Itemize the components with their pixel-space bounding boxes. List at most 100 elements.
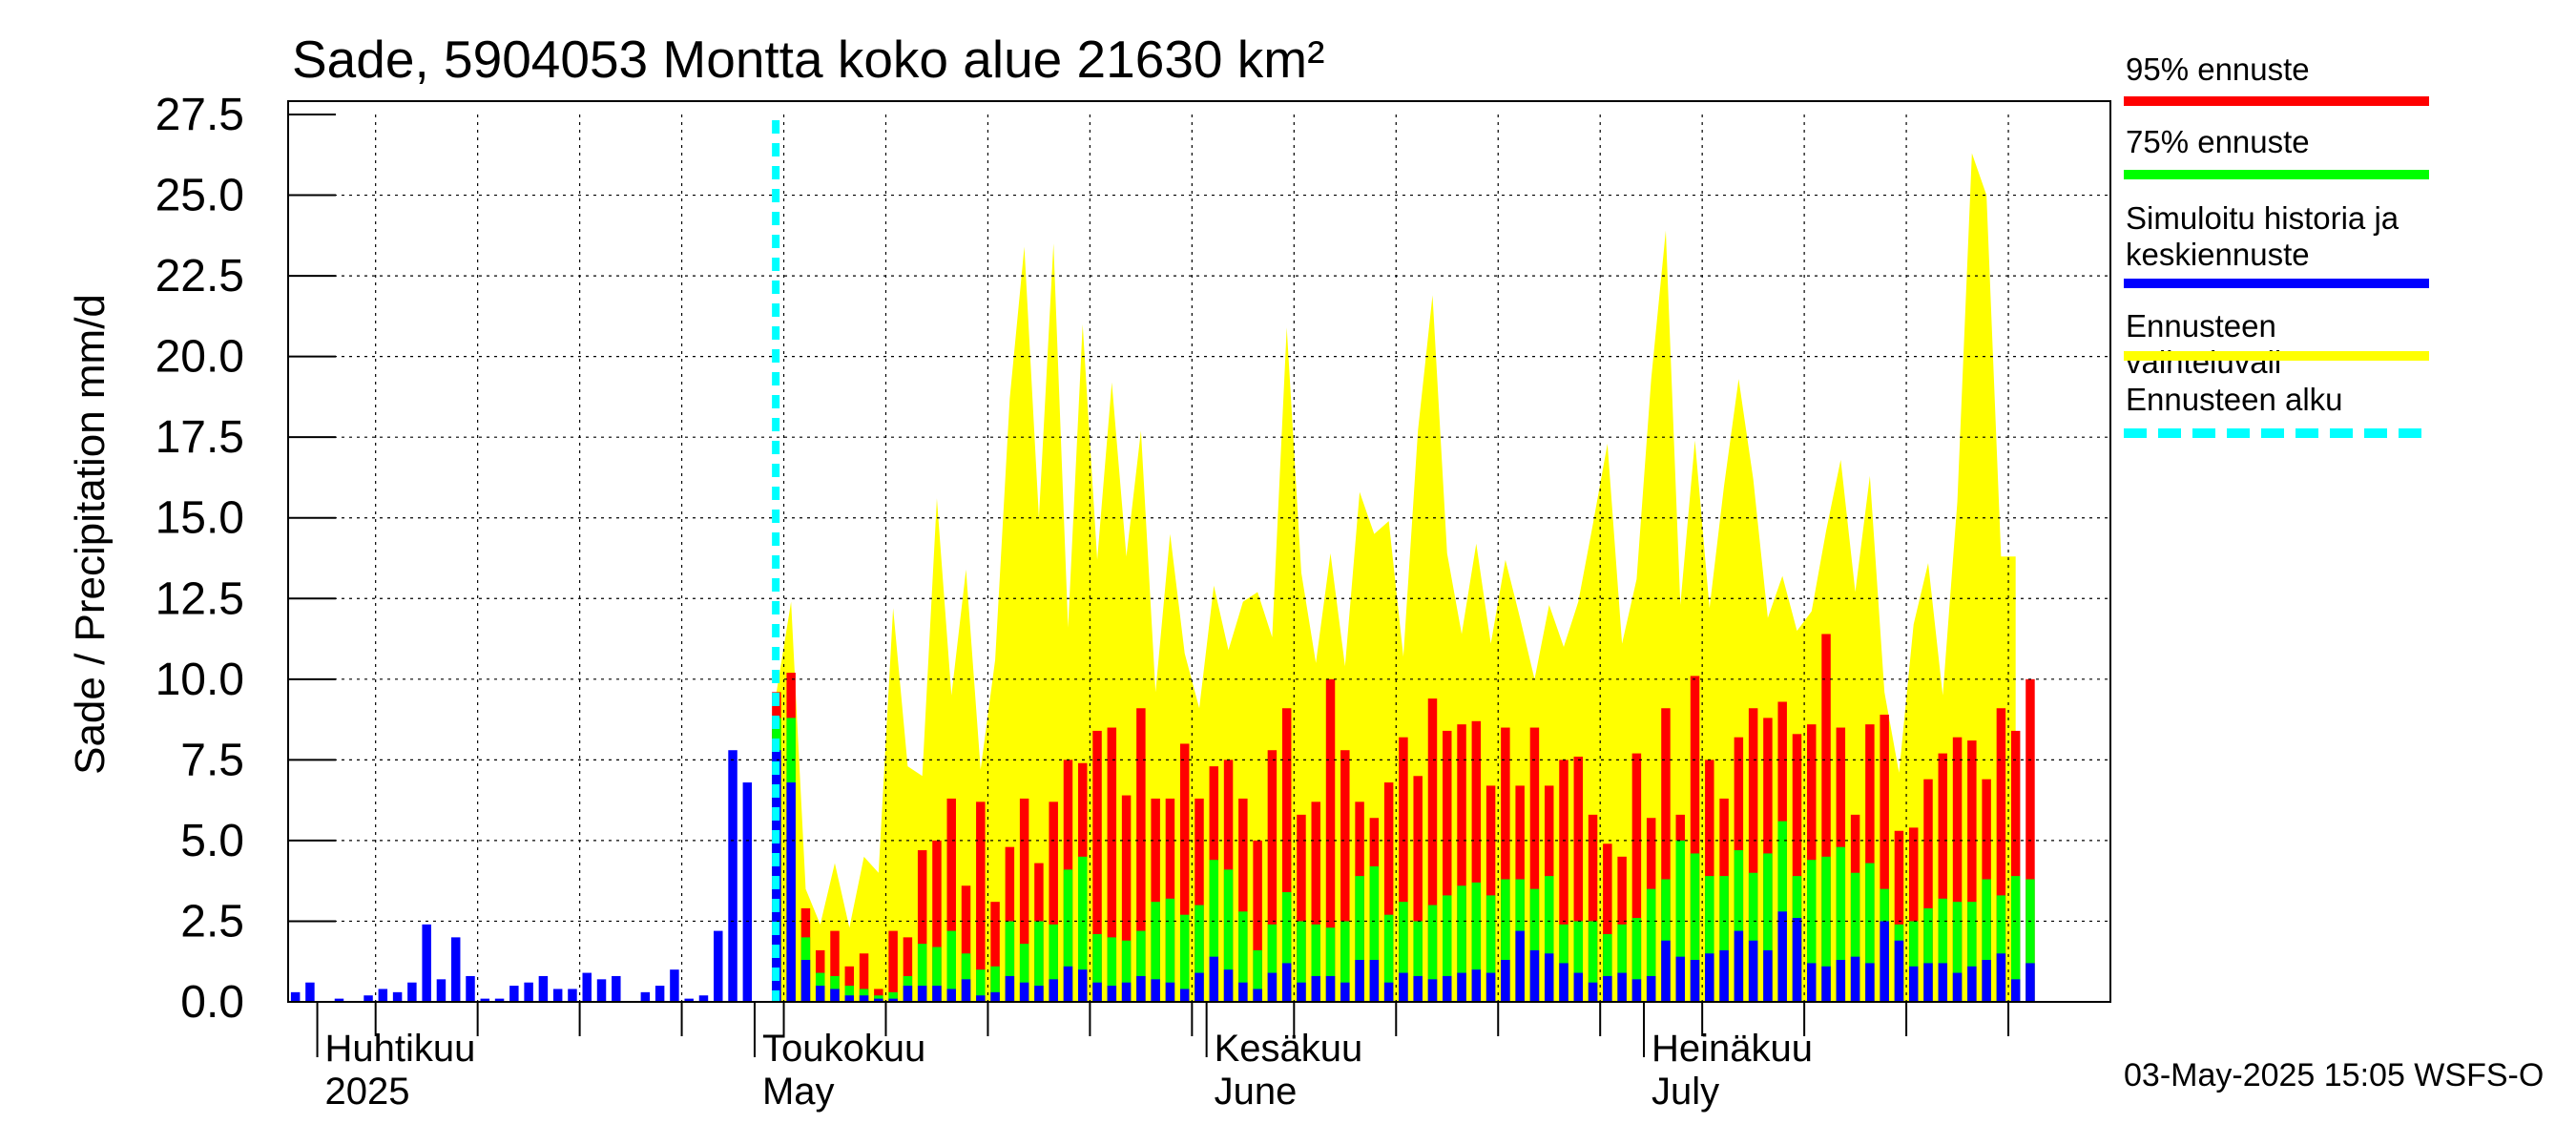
bar-median — [1821, 966, 1831, 1002]
bar-95 — [1603, 843, 1612, 1002]
bar-median — [1049, 979, 1058, 1002]
bar-median — [1705, 953, 1714, 1002]
bar-history — [509, 986, 519, 1002]
y-tick-label: 12.5 — [156, 573, 244, 624]
month-label: Toukokuu — [762, 1028, 925, 1070]
bar-median — [1661, 940, 1671, 1002]
bar-75 — [1281, 892, 1292, 1002]
legend-swatch-range — [2124, 351, 2429, 361]
bar-median — [1281, 963, 1292, 1002]
bar-95 — [1661, 708, 1671, 1002]
bar-75 — [1734, 850, 1744, 1002]
bar-75 — [1821, 856, 1831, 1002]
bar-median — [1165, 982, 1175, 1002]
legend-swatch-forecast-start — [2124, 428, 2429, 438]
bar-75 — [1005, 921, 1015, 1002]
bar-median — [1383, 982, 1394, 1002]
bar-history — [450, 937, 461, 1002]
bar-95 — [1092, 730, 1102, 1002]
bar-75 — [1748, 872, 1758, 1002]
bar-75 — [1501, 879, 1510, 1002]
bar-75 — [1908, 921, 1919, 1002]
bar-median — [1617, 972, 1627, 1002]
month-label: Heinäkuu — [1652, 1028, 1813, 1070]
bar-median — [1690, 960, 1700, 1002]
bar-median — [1121, 982, 1132, 1002]
bar-95 — [1427, 698, 1438, 1002]
bar-median — [1063, 966, 1073, 1002]
bar-95 — [932, 840, 942, 1002]
bar-95 — [1588, 814, 1598, 1002]
bar-75 — [1427, 905, 1438, 1002]
bar-95 — [1894, 830, 1904, 1002]
bar-median — [1078, 969, 1088, 1002]
bar-95 — [976, 802, 986, 1002]
bar-median — [932, 986, 942, 1002]
bar-median — [990, 991, 1000, 1002]
bar-history — [742, 782, 753, 1002]
grid-layer — [288, 114, 2110, 1002]
bar-95 — [1573, 756, 1584, 1002]
bar-median — [1034, 986, 1044, 1002]
bar-history — [436, 979, 447, 1002]
bar-median — [1938, 963, 1948, 1002]
bar-75 — [1034, 921, 1044, 1002]
bar-history — [364, 995, 373, 1002]
bar-median — [976, 995, 986, 1002]
bar-history — [670, 969, 679, 1002]
bar-median — [1195, 972, 1204, 1002]
bar-75 — [961, 953, 971, 1002]
bar-median — [1646, 975, 1656, 1002]
bar-75 — [1107, 937, 1117, 1002]
bar-75 — [1443, 895, 1452, 1002]
bar-75 — [1675, 840, 1685, 1002]
bar-75 — [1253, 949, 1262, 1002]
bar-median — [903, 986, 913, 1002]
bar-median — [1880, 921, 1889, 1002]
bar-history — [334, 998, 344, 1002]
bar-95 — [1383, 782, 1394, 1002]
bar-median — [830, 989, 840, 1002]
bar-median — [1443, 975, 1452, 1002]
bar-95 — [1792, 734, 1802, 1002]
bar-95 — [1996, 708, 2006, 1002]
bar-95 — [1485, 785, 1496, 1002]
bar-history — [698, 995, 709, 1002]
bar-95 — [903, 937, 913, 1002]
bar-median — [1369, 960, 1380, 1002]
bar-history — [684, 998, 694, 1002]
bar-75 — [1383, 914, 1394, 1002]
bar-history — [582, 972, 592, 1002]
bar-median — [874, 998, 883, 1002]
legend-label-95: 95% ennuste — [2126, 52, 2310, 87]
bar-median — [1865, 963, 1875, 1002]
bar-median — [1850, 956, 1860, 1002]
month-sublabel: July — [1652, 1071, 1719, 1113]
y-tick-label: 10.0 — [156, 655, 244, 705]
legend-swatch-median — [2124, 279, 2429, 288]
bar-history — [538, 975, 549, 1002]
bar-median — [1631, 979, 1642, 1002]
bar-75 — [1544, 876, 1554, 1002]
bar-75 — [1136, 930, 1146, 1002]
bar-median — [1223, 969, 1234, 1002]
bar-median — [1136, 975, 1146, 1002]
bar-median — [1719, 949, 1729, 1002]
bar-95 — [1297, 814, 1306, 1002]
bar-median — [1253, 989, 1262, 1002]
bar-75 — [2010, 876, 2021, 1002]
y-tick-label: 20.0 — [156, 332, 244, 383]
y-tick-label: 22.5 — [156, 251, 244, 302]
bar-95 — [859, 953, 869, 1002]
bar-75 — [1399, 902, 1408, 1002]
bar-history — [422, 924, 431, 1002]
bar-median — [1777, 911, 1787, 1002]
bar-median — [1151, 979, 1160, 1002]
bar-95 — [1019, 798, 1029, 1002]
bar-75 — [1850, 872, 1860, 1002]
plot-frame — [287, 100, 2111, 1003]
bar-75 — [1209, 860, 1219, 1002]
bar-95 — [888, 930, 898, 1002]
bar-median — [1005, 975, 1015, 1002]
bar-95 — [1281, 708, 1292, 1002]
